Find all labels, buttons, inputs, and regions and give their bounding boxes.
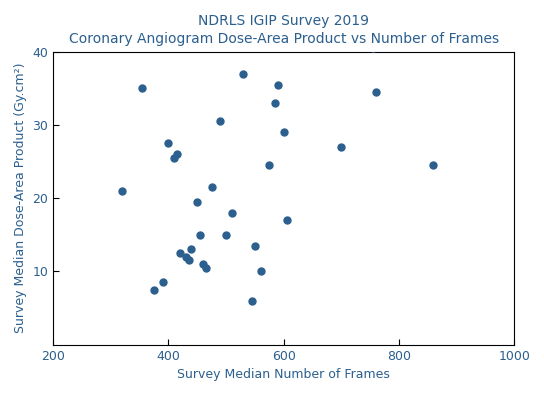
- Point: [150, 287, 158, 293]
- Point: [372, 89, 380, 95]
- Point: [138, 85, 147, 91]
- Point: [170, 155, 178, 161]
- Point: [164, 140, 173, 147]
- Title: NDRLS IGIP Survey 2019
Coronary Angiogram Dose-Area Product vs Number of Frames: NDRLS IGIP Survey 2019 Coronary Angiogra…: [69, 14, 499, 46]
- Y-axis label: Survey Median Dose-Area Product (Gy.cm²): Survey Median Dose-Area Product (Gy.cm²): [14, 63, 27, 333]
- Point: [193, 199, 202, 205]
- Point: [279, 129, 288, 135]
- Point: [199, 261, 207, 267]
- Point: [207, 184, 216, 190]
- Point: [271, 100, 280, 106]
- Point: [187, 246, 196, 253]
- Point: [196, 231, 205, 238]
- Point: [265, 162, 274, 168]
- Point: [201, 265, 210, 271]
- Point: [184, 257, 193, 263]
- Point: [282, 217, 291, 223]
- Point: [158, 279, 167, 286]
- Point: [369, 45, 378, 51]
- Point: [251, 243, 259, 249]
- Point: [181, 254, 190, 260]
- Point: [337, 144, 345, 150]
- Point: [239, 70, 248, 77]
- Point: [222, 231, 231, 238]
- X-axis label: Survey Median Number of Frames: Survey Median Number of Frames: [177, 368, 390, 381]
- Point: [118, 188, 127, 194]
- Point: [429, 162, 438, 168]
- Point: [256, 268, 265, 275]
- Point: [173, 151, 182, 157]
- Point: [176, 250, 184, 256]
- Point: [216, 118, 225, 124]
- Point: [248, 297, 256, 304]
- Point: [227, 210, 236, 216]
- Point: [274, 81, 282, 88]
